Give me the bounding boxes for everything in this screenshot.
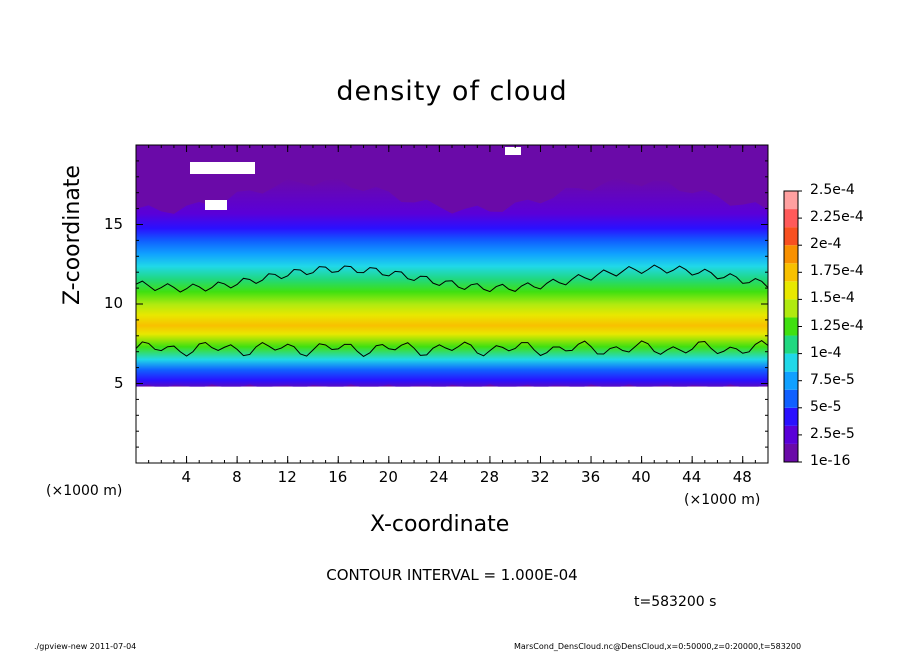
colorbar-swatch [784, 209, 798, 228]
x-tick-label: 4 [181, 468, 192, 486]
x-tick-label: 40 [631, 468, 651, 486]
contour-line-lower [135, 340, 769, 358]
colorbar-swatch [784, 353, 798, 372]
colorbar-swatch [784, 245, 798, 264]
colorbar-swatch [784, 299, 798, 318]
footer-left: ./gpview-new 2011-07-04 [34, 642, 137, 651]
colorbar-swatch [784, 443, 798, 462]
colorbar-swatch [784, 317, 798, 336]
colorbar-swatch [784, 335, 798, 354]
x-tick-label: 20 [378, 468, 398, 486]
x-tick-label: 48 [732, 468, 752, 486]
colorbar-label: 2.5e-4 [810, 182, 855, 198]
colorbar-swatch [784, 281, 798, 300]
x-unit-right: (×1000 m) [684, 492, 761, 508]
colorbar-swatch [784, 389, 798, 408]
x-tick-label: 28 [479, 468, 499, 486]
no-data-patch [505, 147, 521, 155]
x-tick-label: 12 [277, 468, 297, 486]
footer-right: MarsCond_DensCloud.nc@DensCloud,x=0:5000… [514, 642, 802, 651]
y-tick-label: 15 [104, 214, 124, 233]
contour-interval: CONTOUR INTERVAL = 1.000E-04 [326, 566, 578, 584]
time-label: t=583200 s [634, 594, 717, 610]
x-tick-label: 8 [232, 468, 242, 486]
x-unit-left: (×1000 m) [46, 483, 123, 499]
x-tick-label: 24 [429, 468, 449, 486]
colorbar-label: 1e-4 [810, 344, 842, 361]
colorbar-label: 1e-16 [810, 453, 851, 469]
no-data-patch [190, 162, 255, 174]
colorbar-swatch [784, 263, 798, 282]
colorbar-label: 1.5e-4 [810, 290, 855, 307]
colorbar-swatch [784, 191, 798, 210]
x-axis-label: X-coordinate [370, 512, 510, 537]
colorbar-label: 7.5e-5 [810, 371, 855, 388]
x-tick-label: 32 [530, 468, 550, 486]
x-tick-label: 16 [328, 468, 348, 486]
y-tick-label: 10 [104, 294, 124, 312]
y-axis-label: Z-coordinate [60, 165, 85, 305]
colorbar-swatch [784, 371, 798, 390]
no-data-patch [205, 200, 227, 210]
colorbar-label: 1.25e-4 [810, 317, 864, 334]
colorbar-label: 2.5e-5 [810, 425, 855, 442]
chart-title: density of cloud [336, 76, 568, 107]
colorbar-label: 2e-4 [810, 236, 842, 253]
colorbar-label: 1.75e-4 [810, 263, 864, 280]
contour-line-upper [135, 264, 769, 293]
x-tick-label: 36 [581, 468, 601, 486]
colorbar-swatch [784, 425, 798, 444]
colorbar-label: 2.25e-4 [810, 209, 864, 226]
y-tick-label: 5 [114, 373, 124, 392]
colorbar-swatch [784, 227, 798, 246]
colorbar-label: 5e-5 [810, 398, 842, 415]
colorbar-swatch [784, 407, 798, 426]
x-tick-label: 44 [682, 468, 702, 486]
no-data-region [136, 386, 768, 463]
cloud-density-field [136, 177, 768, 390]
